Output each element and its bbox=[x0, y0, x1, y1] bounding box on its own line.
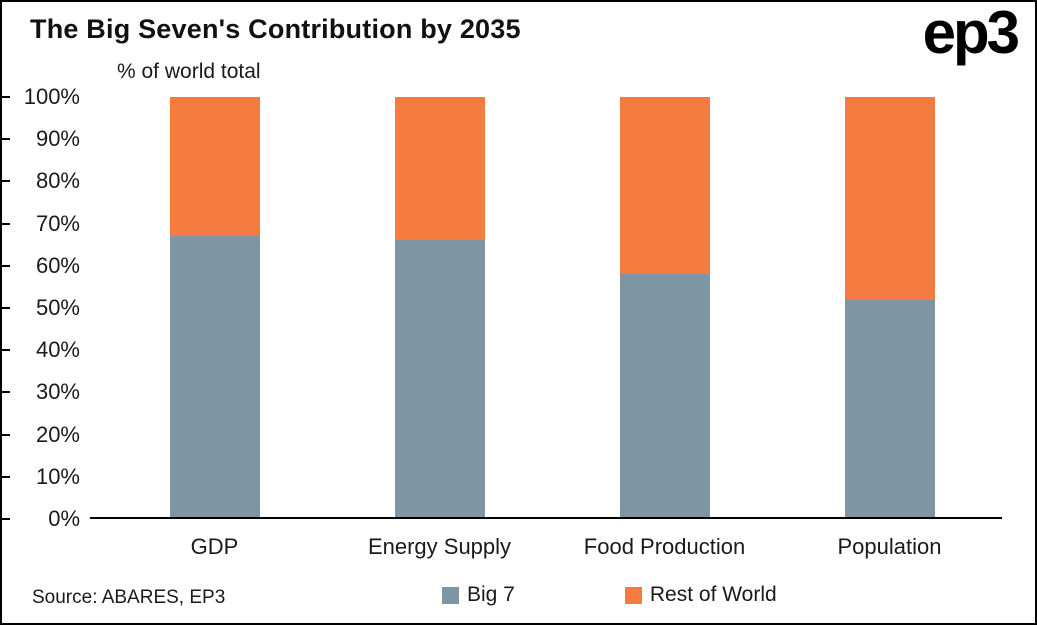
y-axis-label: 40% bbox=[35, 337, 80, 363]
bar-segment-big-7 bbox=[169, 236, 260, 519]
y-axis-label: 60% bbox=[35, 252, 80, 278]
y-axis-label: 20% bbox=[35, 421, 80, 447]
y-axis-label: 80% bbox=[35, 168, 80, 194]
source-note: Source: ABARES, EP3 bbox=[32, 587, 226, 608]
bar-energy-supply bbox=[394, 97, 485, 519]
bar-segment-rest-of-world bbox=[619, 97, 710, 275]
bar-segment-big-7 bbox=[619, 274, 710, 519]
y-axis-tick bbox=[2, 475, 10, 478]
legend-label: Rest of World bbox=[649, 583, 777, 606]
bars bbox=[102, 97, 1002, 519]
y-axis-label: 0% bbox=[48, 506, 80, 531]
y-axis-label: 30% bbox=[35, 379, 80, 405]
legend-item-rest-of-world: Rest of World bbox=[624, 583, 777, 607]
bar-gdp bbox=[169, 97, 260, 519]
y-axis-tick bbox=[2, 307, 10, 309]
x-axis-label: GDP bbox=[190, 534, 239, 559]
bar-segment-rest-of-world bbox=[394, 97, 485, 241]
y-axis-tick bbox=[2, 433, 10, 436]
y-axis-label: 70% bbox=[35, 210, 80, 236]
y-axis-label: 100% bbox=[23, 84, 80, 109]
y-axis-label: 50% bbox=[35, 295, 80, 320]
y-axis-tick bbox=[2, 391, 10, 394]
bar-food-production bbox=[619, 97, 710, 519]
x-axis-label: Energy Supply bbox=[367, 534, 512, 559]
legend: Big 7 Rest of World bbox=[442, 583, 777, 607]
y-axis-unit-label: % of world total bbox=[117, 60, 261, 83]
bar-segment-rest-of-world bbox=[169, 97, 260, 237]
y-axis-tick bbox=[2, 180, 10, 183]
x-axis-labels: GDP Energy Supply Food Production Populatio… bbox=[102, 534, 1002, 560]
bar-segment-rest-of-world bbox=[844, 97, 935, 300]
y-axis-label: 90% bbox=[35, 126, 80, 152]
y-axis-ticks bbox=[2, 96, 12, 520]
legend-label: Big 7 bbox=[467, 583, 515, 606]
ep3-logo: ep3 bbox=[922, 0, 1020, 66]
x-axis-line bbox=[90, 517, 1002, 519]
y-axis-tick bbox=[2, 518, 10, 520]
y-axis-tick bbox=[2, 96, 10, 98]
legend-swatch bbox=[624, 586, 642, 604]
chart-title: The Big Seven's Contribution by 2035 bbox=[30, 14, 521, 44]
y-axis-tick bbox=[2, 138, 10, 141]
x-axis-label: Population bbox=[837, 534, 942, 559]
bar-population bbox=[844, 97, 935, 519]
x-axis-label: Food Production bbox=[583, 534, 746, 559]
y-axis-tick bbox=[2, 349, 10, 352]
y-axis: 100% 90% 80% 70% 60% 50% 40% 30% 20% 10% 0% bbox=[2, 84, 86, 531]
bar-segment-big-7 bbox=[844, 299, 935, 519]
y-axis-label: 10% bbox=[35, 463, 80, 489]
bar-segment-big-7 bbox=[394, 240, 485, 519]
legend-item-big-7: Big 7 bbox=[442, 583, 515, 607]
y-axis-tick bbox=[2, 264, 10, 267]
legend-swatch bbox=[442, 586, 459, 604]
y-axis-tick bbox=[2, 222, 10, 225]
plot-area bbox=[102, 97, 1002, 519]
